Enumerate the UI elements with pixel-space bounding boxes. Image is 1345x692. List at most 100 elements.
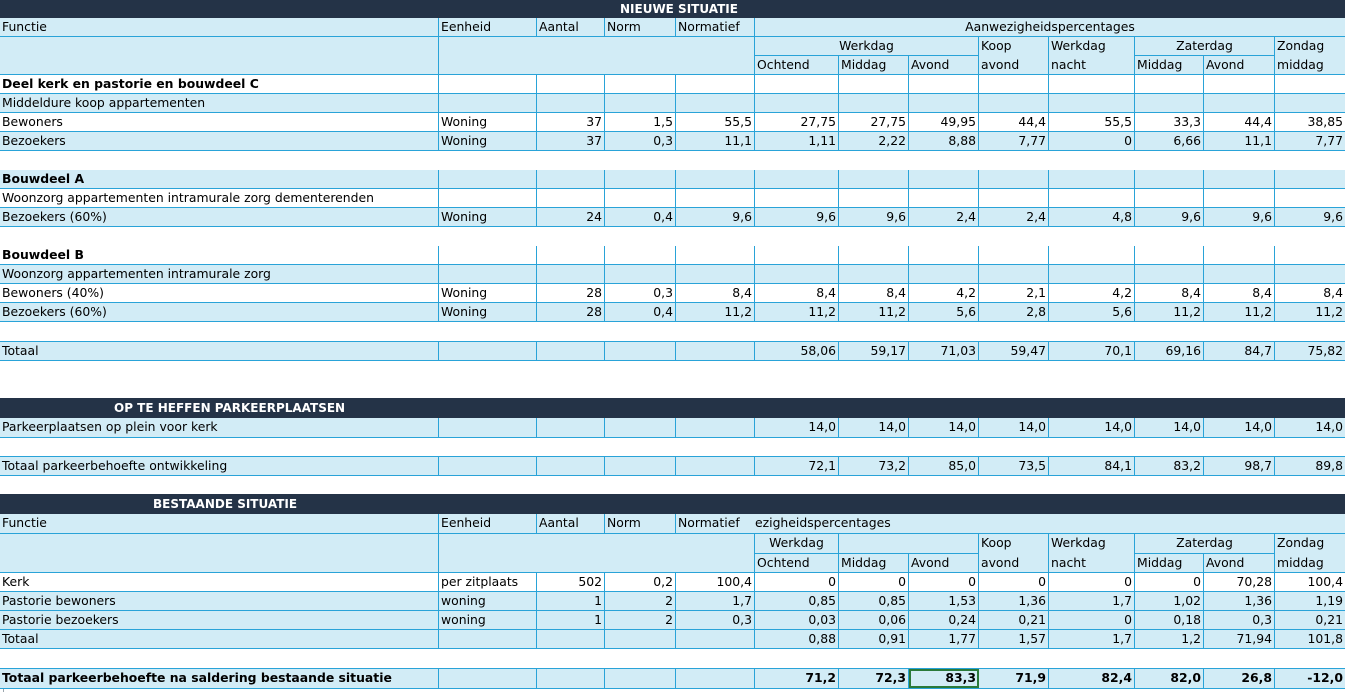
cell-avond: 1,53 — [909, 592, 979, 610]
cell-zat-middag: 6,66 — [1135, 132, 1204, 150]
header-eenheid: Eenheid — [439, 18, 537, 36]
table-row: Kerk per zitplaats 502 0,2 100,4 0 0 0 0 0 0 70,28 1… — [0, 573, 1345, 592]
cell-norm: 2 — [605, 611, 676, 629]
section-title: Bouwdeel A — [0, 170, 439, 188]
cell-ochtend: 1,11 — [755, 132, 839, 150]
cell-ochtend: 0,03 — [755, 611, 839, 629]
header-werkdag: Werkdag — [755, 534, 839, 554]
cell-aantal — [537, 418, 605, 437]
cell-eenheid — [439, 457, 537, 475]
cell-ochtend: 27,75 — [755, 113, 839, 131]
cell-aantal: 28 — [537, 303, 605, 321]
cell-middag: 14,0 — [839, 418, 909, 437]
cell-koop-avond: 2,8 — [979, 303, 1049, 321]
cell-functie: Parkeerplaatsen op plein voor kerk — [0, 418, 439, 437]
cell-normatief — [676, 669, 755, 688]
cell-zon-middag: 101,8 — [1307, 631, 1343, 646]
cell-koop-avond: 2,1 — [979, 284, 1049, 302]
cell-ochtend: 0,88 — [755, 630, 839, 648]
cell-zat-middag: 33,3 — [1135, 113, 1204, 131]
cell-nacht: 1,7 — [1049, 630, 1135, 648]
cell-zat-middag: 8,4 — [1135, 284, 1204, 302]
cell-eenheid: Woning — [439, 284, 537, 302]
cell-zon-middag: 11,2 — [1315, 304, 1343, 319]
spacer-row — [0, 361, 1345, 398]
header-zondag: Zondag — [1277, 38, 1325, 53]
header-normatief: Normatief — [678, 515, 740, 530]
header-avond: Avond — [909, 56, 979, 74]
cell-middag: 0,85 — [839, 592, 909, 610]
cell-zon-middag: 14,0 — [1315, 419, 1343, 434]
cell-functie: Bezoekers (60%) — [0, 303, 439, 321]
header-functie: Functie — [0, 514, 439, 533]
cell-zon-middag: 89,8 — [1315, 458, 1343, 473]
cell-norm: 0,4 — [605, 208, 676, 226]
cell-koop-avond: 59,47 — [979, 342, 1049, 360]
spacer-row — [0, 476, 1345, 494]
header-ochtend: Ochtend — [755, 554, 839, 572]
cell-nacht: 55,5 — [1049, 113, 1135, 131]
header-werkdag-nacht: Werkdag — [1049, 37, 1135, 56]
header-avond: Avond — [909, 554, 979, 572]
cell-avond: 0 — [909, 573, 979, 591]
section-row: Bouwdeel A — [0, 170, 1345, 189]
existing-header-row-1: Functie Eenheid Aantal Norm Normatief ez… — [0, 514, 1345, 534]
cell-middag: 72,3 — [839, 669, 909, 688]
cell-functie: Pastorie bewoners — [0, 592, 439, 610]
cell-middag: 27,75 — [839, 113, 909, 131]
spacer-row — [0, 227, 1345, 246]
cell-avond: 4,2 — [909, 284, 979, 302]
cell-zat-middag: 11,2 — [1135, 303, 1204, 321]
cell-zat-avond: 98,7 — [1204, 457, 1275, 475]
cell-zat-avond: 0,3 — [1204, 611, 1275, 629]
header-normatief: Normatief — [676, 18, 755, 36]
cell-middag: 0,06 — [839, 611, 909, 629]
header-aantal: Aantal — [537, 18, 605, 36]
new-header-row-1: Functie Eenheid Aantal Norm Normatief Aa… — [0, 18, 1345, 37]
header-werkdag: Werkdag — [755, 37, 979, 56]
cell-nacht: 0 — [1049, 132, 1135, 150]
cell-norm: 0,3 — [605, 132, 676, 150]
table-row: Pastorie bezoekers woning 1 2 0,3 0,03 0,06 0,2… — [0, 611, 1345, 630]
table-row: Bezoekers (60%) Woning 28 0,4 11,2 11,2 11,2 5,… — [0, 303, 1345, 322]
cell-functie: Bezoekers (60%) — [0, 208, 439, 226]
cell-avond: 85,0 — [909, 457, 979, 475]
cell-eenheid: Woning — [439, 132, 537, 150]
cell-norm — [605, 669, 676, 688]
cell-norm: 2 — [605, 592, 676, 610]
cell-aantal — [537, 457, 605, 475]
cell-avond: 1,77 — [909, 630, 979, 648]
section-row: Woonzorg appartementen intramurale zorg — [0, 265, 1345, 284]
header-zat-middag: Middag — [1135, 56, 1204, 74]
cell-aantal: 1 — [537, 592, 605, 610]
table-row: Bewoners (40%) Woning 28 0,3 8,4 8,4 8,4 4,2 2,1… — [0, 284, 1345, 303]
cell-zat-middag: 1,02 — [1135, 592, 1204, 610]
existing-header-row-2: Werkdag Koop Werkdag Zaterdag Zondag — [0, 534, 1345, 554]
cell-avond: 0,24 — [909, 611, 979, 629]
header-ochtend: Ochtend — [755, 56, 839, 74]
cell-zat-middag: 69,16 — [1135, 342, 1204, 360]
cell-zat-middag: 0,18 — [1135, 611, 1204, 629]
cell-middag: 9,6 — [839, 208, 909, 226]
section-row: Middeldure koop appartementen — [0, 94, 1345, 113]
cell-zat-middag: 14,0 — [1135, 418, 1204, 437]
cell-middag: 8,4 — [839, 284, 909, 302]
cell-ochtend: 0,85 — [755, 592, 839, 610]
cell-koop-avond: 1,57 — [979, 630, 1049, 648]
section-subtitle: Woonzorg appartementen intramurale zorg … — [0, 189, 439, 207]
cell-zat-middag: 0 — [1135, 573, 1204, 591]
cell-normatief: 9,6 — [676, 208, 755, 226]
table-row: Bewoners Woning 37 1,5 55,5 27,75 27,75 49,95 44… — [0, 113, 1345, 132]
cell-eenheid — [439, 418, 537, 437]
cell-zon-middag: -12,0 — [1307, 670, 1343, 685]
existing-title: BESTAANDE SITUATIE — [153, 497, 298, 511]
cell-aantal — [537, 630, 605, 648]
cell-zat-avond: 9,6 — [1204, 208, 1275, 226]
cell-avond: 83,3 — [909, 669, 979, 688]
cell-ochtend: 8,4 — [755, 284, 839, 302]
cell-nacht: 70,1 — [1049, 342, 1135, 360]
cell-middag: 59,17 — [839, 342, 909, 360]
spacer-row — [0, 151, 1345, 170]
cell-aantal: 28 — [537, 284, 605, 302]
cell-ochtend: 71,2 — [755, 669, 839, 688]
